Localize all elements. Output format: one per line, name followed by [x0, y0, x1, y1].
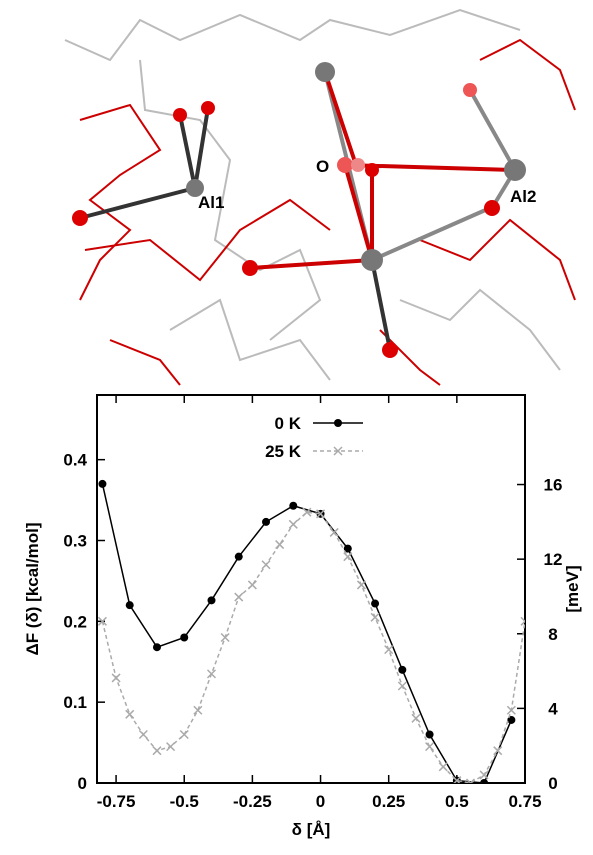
marker [262, 518, 270, 526]
y2-tick-label: 16 [544, 476, 563, 495]
marker [180, 634, 188, 642]
marker [153, 747, 161, 755]
y2-tick-label: 8 [548, 625, 557, 644]
page: Al1 O Al2 -0.75 -0.5 -0.25 0 0.25 0.5 0.75 0 0.1… [0, 0, 593, 855]
series [98, 508, 529, 787]
marker [494, 747, 502, 755]
marker [207, 596, 215, 604]
x-tick-label: 0.25 [372, 792, 405, 811]
atom-label: O [316, 157, 329, 176]
marker [207, 670, 215, 678]
marker [289, 520, 297, 528]
marker [98, 480, 106, 488]
series [98, 480, 515, 787]
marker [112, 674, 120, 682]
y-axis-label: ΔF (δ) [kcal/mol] [23, 522, 42, 655]
marker [480, 779, 488, 787]
y2-axis-label: [meV] [563, 565, 582, 612]
marker [412, 714, 420, 722]
marker [221, 634, 229, 642]
structure-image: Al1 O Al2 [0, 0, 593, 390]
marker [126, 710, 134, 718]
x-tick-label: 0.5 [445, 792, 469, 811]
marker [235, 593, 243, 601]
marker [426, 731, 434, 739]
marker [344, 553, 352, 561]
y2-tick-label: 12 [544, 550, 563, 569]
marker [180, 731, 188, 739]
marker [357, 581, 365, 589]
marker [289, 502, 297, 510]
series-line [102, 484, 511, 783]
legend-label: 25 K [265, 442, 302, 461]
x-tick-label: -0.25 [233, 792, 272, 811]
y-tick-label: 0.2 [63, 612, 87, 631]
y2-tick-label: 4 [548, 699, 558, 718]
marker [398, 682, 406, 690]
series-line [102, 512, 525, 783]
y-tick-label: 0.4 [63, 451, 87, 470]
x-tick-label: -0.75 [97, 792, 136, 811]
marker [139, 731, 147, 739]
marker [262, 561, 270, 569]
marker [126, 601, 134, 609]
marker [426, 743, 434, 751]
x-tick-label: 0 [316, 792, 325, 811]
y-tick-label: 0.3 [63, 532, 87, 551]
marker [153, 643, 161, 651]
y-tick-label: 0.1 [63, 693, 87, 712]
marker [276, 541, 284, 549]
marker [194, 706, 202, 714]
marker [439, 763, 447, 771]
y2-tick-label: 0 [548, 774, 557, 793]
chart: -0.75 -0.5 -0.25 0 0.25 0.5 0.75 0 0.1 0.2 0.3 0.4 0… [0, 390, 593, 850]
marker [235, 553, 243, 561]
legend-marker [334, 419, 342, 427]
atom-label: Al1 [198, 193, 224, 212]
atoms [72, 62, 526, 358]
x-tick-label: 0.75 [508, 792, 541, 811]
marker [385, 646, 393, 654]
legend-label: 0 K [275, 414, 302, 433]
plot-frame [97, 395, 525, 783]
y-tick-label: 0 [78, 774, 87, 793]
marker [398, 666, 406, 674]
x-axis-label: δ [Å] [292, 820, 331, 839]
marker [248, 581, 256, 589]
marker [167, 743, 175, 751]
atom-label: Al2 [510, 187, 536, 206]
marker [371, 600, 379, 608]
marker [371, 613, 379, 621]
x-tick-label: -0.5 [170, 792, 199, 811]
marker [330, 528, 338, 536]
